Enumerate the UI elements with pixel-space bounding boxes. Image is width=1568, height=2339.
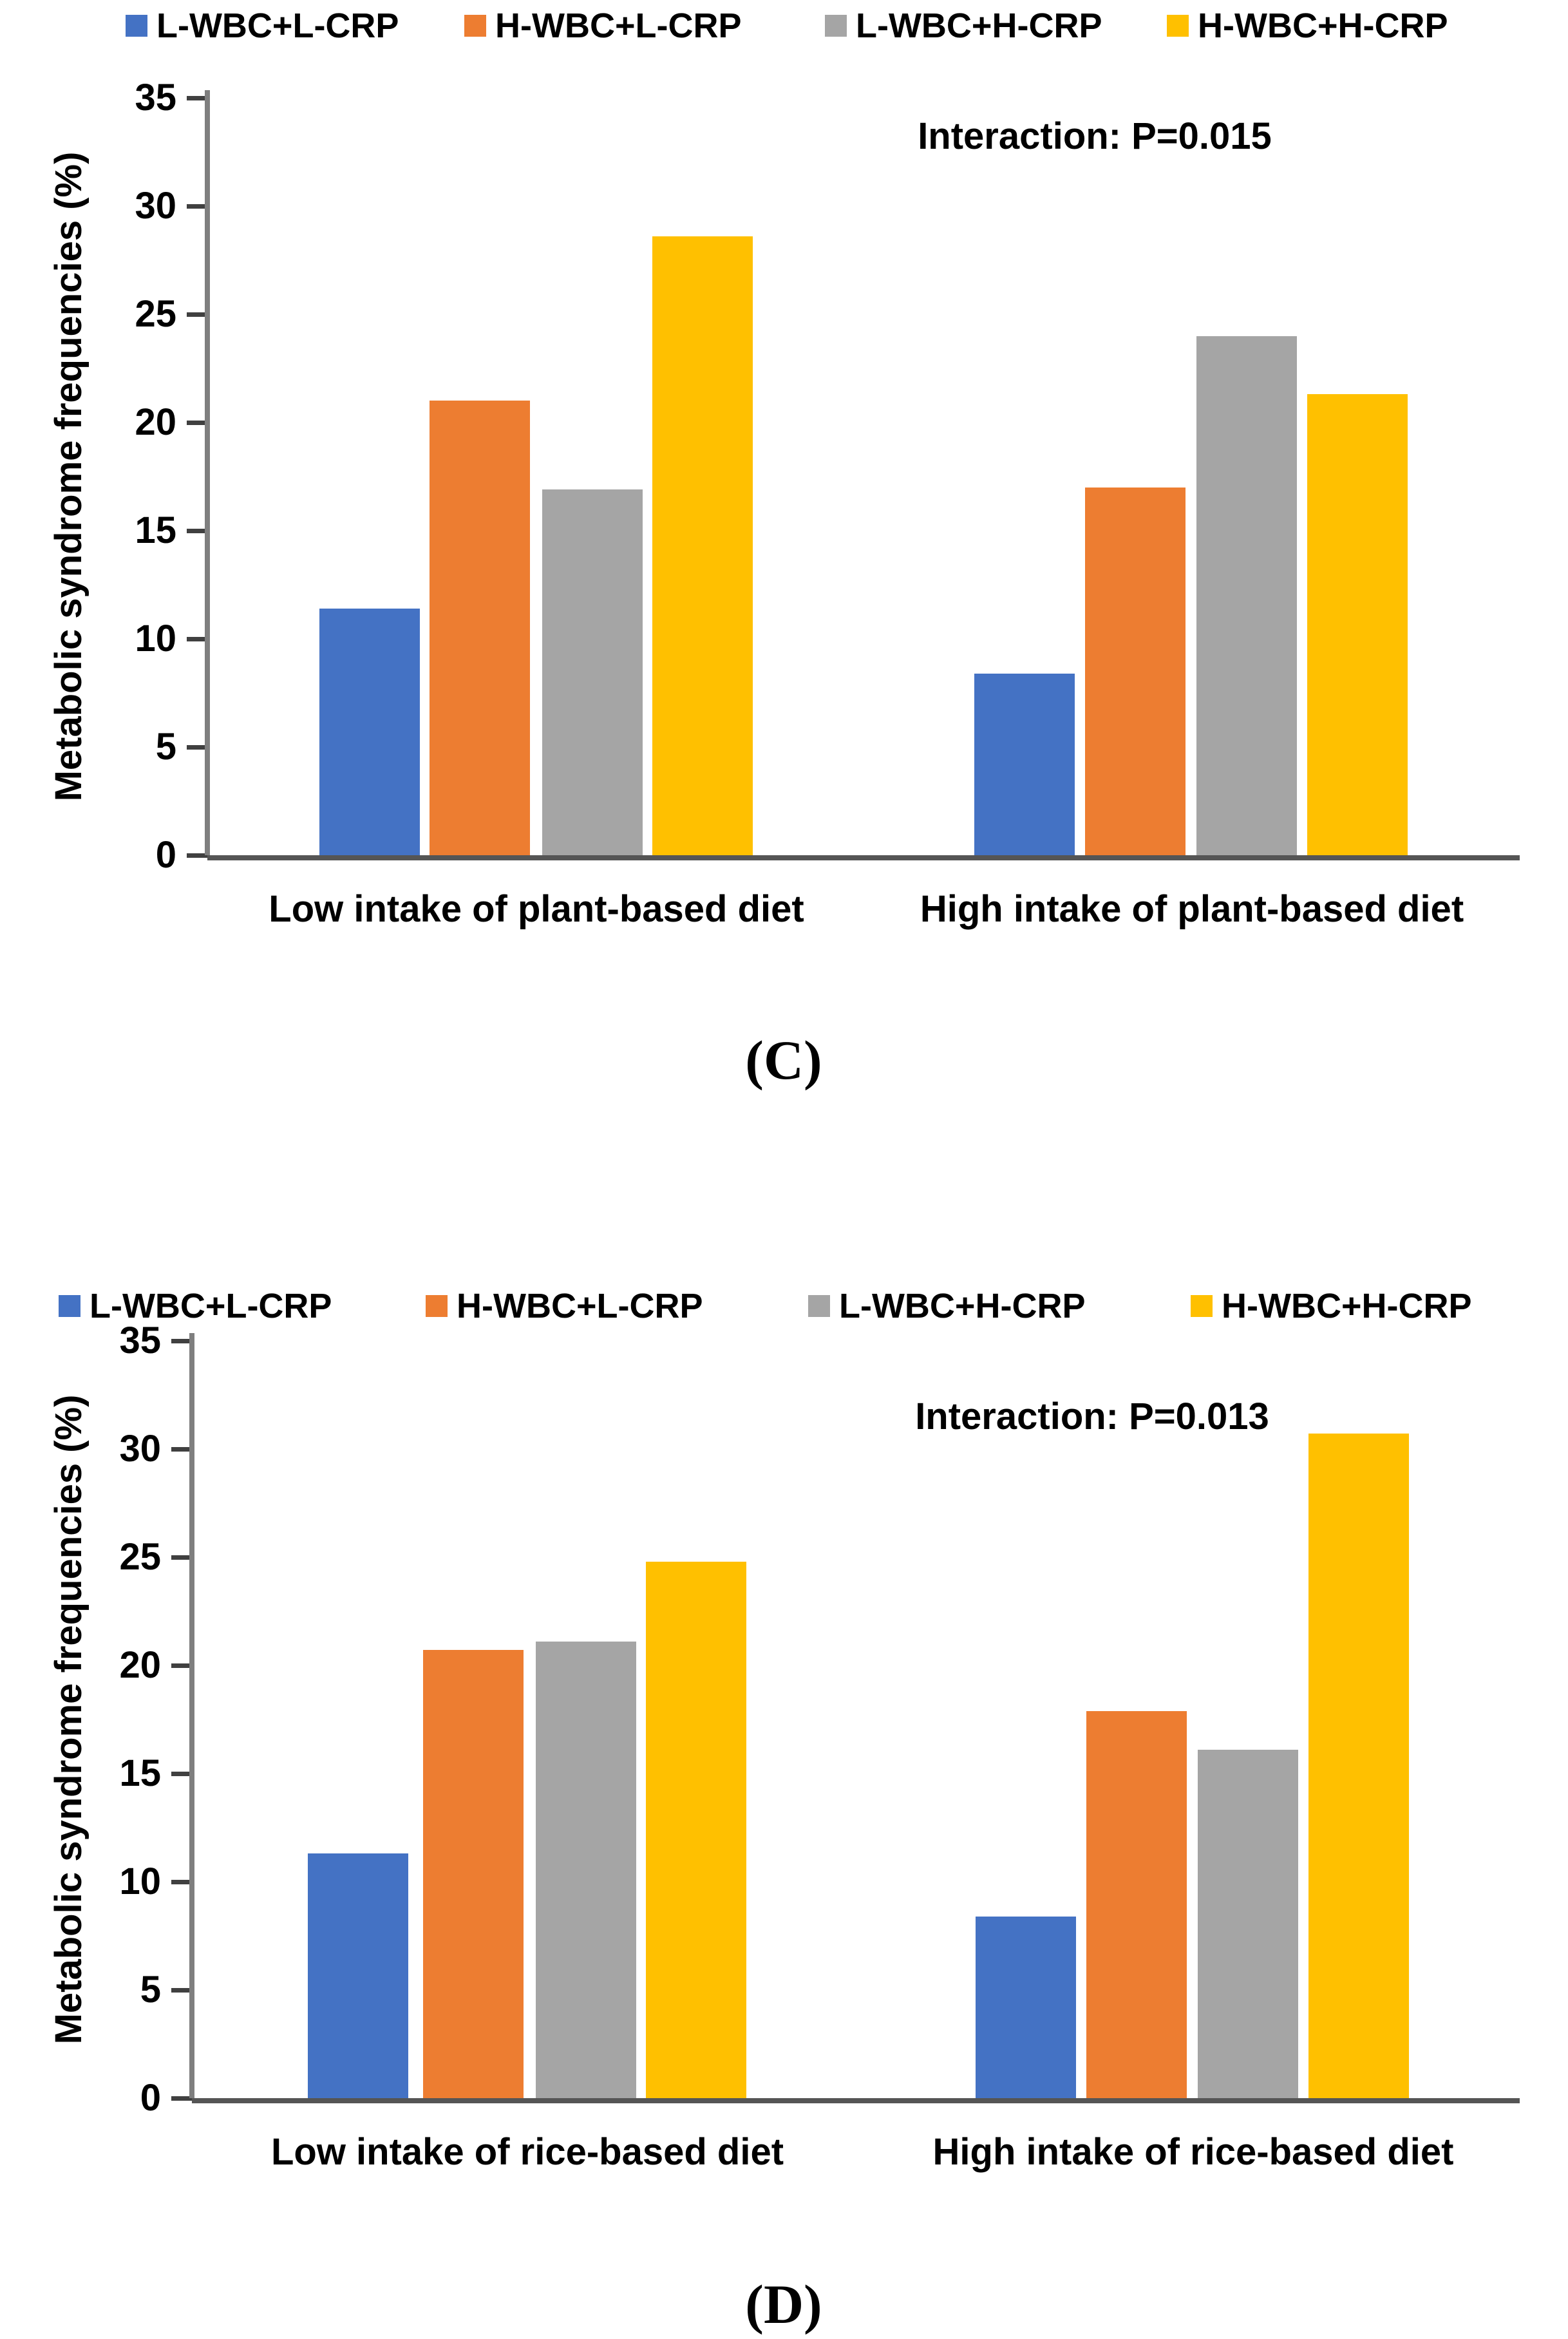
legend-item: L-WBC+H-CRP [825, 5, 1102, 46]
legend-label: H-WBC+H-CRP [1198, 6, 1448, 45]
legend-swatch-icon [808, 1295, 830, 1317]
y-axis-tick [171, 1772, 192, 1776]
bar-l-wbc-l-crp [974, 673, 1075, 855]
y-axis-tick-label: 35 [119, 1320, 161, 1361]
y-axis-tick-label: 25 [135, 293, 176, 335]
bar-l-wbc-l-crp [319, 608, 420, 855]
legend-item: L-WBC+L-CRP [59, 1285, 332, 1327]
y-axis-tick-label: 5 [155, 726, 176, 768]
legend-label: L-WBC+H-CRP [839, 1287, 1086, 1325]
bar-l-wbc-h-crp [1198, 1750, 1298, 2098]
interaction-p-value: Interaction: P=0.015 [918, 115, 1272, 157]
y-axis-tick [171, 1447, 192, 1452]
y-axis-tick-label: 30 [119, 1428, 161, 1470]
y-axis-tick-label: 25 [119, 1536, 161, 1578]
y-axis-tick-label: 0 [140, 2077, 161, 2119]
x-category-label: High intake of rice-based diet [932, 2131, 1454, 2173]
legend-swatch-icon [464, 15, 486, 37]
bar-h-wbc-h-crp [646, 1561, 746, 2098]
bar-h-wbc-l-crp [1085, 487, 1185, 855]
legend-item: L-WBC+L-CRP [126, 5, 399, 46]
bar-h-wbc-h-crp [1308, 1434, 1409, 2098]
y-axis-tick-label: 35 [135, 77, 176, 118]
y-axis-tick [171, 1555, 192, 1560]
legend-item: H-WBC+H-CRP [1191, 1285, 1471, 1327]
y-axis-tick-label: 15 [135, 509, 176, 551]
y-axis-line [205, 90, 210, 855]
y-axis-tick [187, 529, 207, 533]
legend-swatch-icon [1191, 1295, 1213, 1317]
y-axis-tick [187, 745, 207, 750]
interaction-p-value: Interaction: P=0.013 [915, 1396, 1269, 1437]
x-axis-line [207, 855, 1520, 860]
bar-h-wbc-l-crp [423, 1650, 524, 2098]
legend-label: L-WBC+L-CRP [90, 1287, 332, 1325]
y-axis-tick [187, 204, 207, 209]
legend-item: H-WBC+H-CRP [1167, 5, 1448, 46]
bar-l-wbc-l-crp [308, 1853, 408, 2098]
bar-l-wbc-l-crp [976, 1916, 1076, 2098]
x-category-label: Low intake of rice-based diet [270, 2131, 784, 2173]
legend-swatch-icon [1167, 15, 1189, 37]
panel-caption: (D) [745, 2273, 822, 2335]
y-axis-tick-label: 5 [140, 1969, 161, 2011]
y-axis-tick [171, 2096, 192, 2101]
legend-item: H-WBC+L-CRP [464, 5, 741, 46]
x-axis-line [192, 2098, 1520, 2103]
y-axis-title: Metabolic syndrome frequencies (%) [48, 1394, 90, 2045]
legend-swatch-icon [825, 15, 847, 37]
y-axis-tick [187, 637, 207, 641]
y-axis-tick [171, 1339, 192, 1343]
bar-l-wbc-h-crp [542, 489, 643, 855]
y-axis-tick [171, 1663, 192, 1668]
legend-label: L-WBC+L-CRP [156, 6, 399, 45]
bar-l-wbc-h-crp [536, 1642, 636, 2098]
y-axis-tick [171, 1988, 192, 1993]
y-axis-tick [187, 312, 207, 317]
legend-swatch-icon [59, 1295, 80, 1317]
y-axis-tick-label: 20 [119, 1644, 161, 1686]
legend-label: L-WBC+H-CRP [856, 6, 1102, 45]
y-axis-tick-label: 30 [135, 185, 176, 227]
bar-h-wbc-h-crp [1307, 394, 1408, 855]
y-axis-tick [171, 1880, 192, 1884]
legend-swatch-icon [126, 15, 147, 37]
legend-label: H-WBC+L-CRP [457, 1287, 703, 1325]
y-axis-tick-label: 20 [135, 401, 176, 443]
x-category-label: High intake of plant-based diet [920, 888, 1464, 930]
y-axis-tick-label: 10 [135, 618, 176, 659]
bar-h-wbc-h-crp [652, 236, 753, 855]
legend-label: H-WBC+L-CRP [495, 6, 742, 45]
panel-caption: (C) [745, 1029, 822, 1091]
y-axis-title: Metabolic syndrome frequencies (%) [48, 151, 90, 802]
bar-h-wbc-l-crp [1086, 1710, 1187, 2098]
y-axis-line [189, 1333, 194, 2098]
y-axis-tick-label: 0 [155, 834, 176, 876]
legend-label: H-WBC+H-CRP [1222, 1287, 1472, 1325]
y-axis-tick [187, 421, 207, 425]
x-category-label: Low intake of plant-based diet [269, 888, 804, 930]
bar-l-wbc-h-crp [1196, 336, 1297, 855]
legend-item: L-WBC+H-CRP [808, 1285, 1085, 1327]
bar-h-wbc-l-crp [430, 401, 530, 855]
y-axis-tick [187, 96, 207, 100]
y-axis-tick-label: 10 [119, 1861, 161, 1902]
legend-item: H-WBC+L-CRP [426, 1285, 703, 1327]
y-axis-tick-label: 15 [119, 1752, 161, 1794]
y-axis-tick [187, 853, 207, 858]
legend-swatch-icon [426, 1295, 448, 1317]
